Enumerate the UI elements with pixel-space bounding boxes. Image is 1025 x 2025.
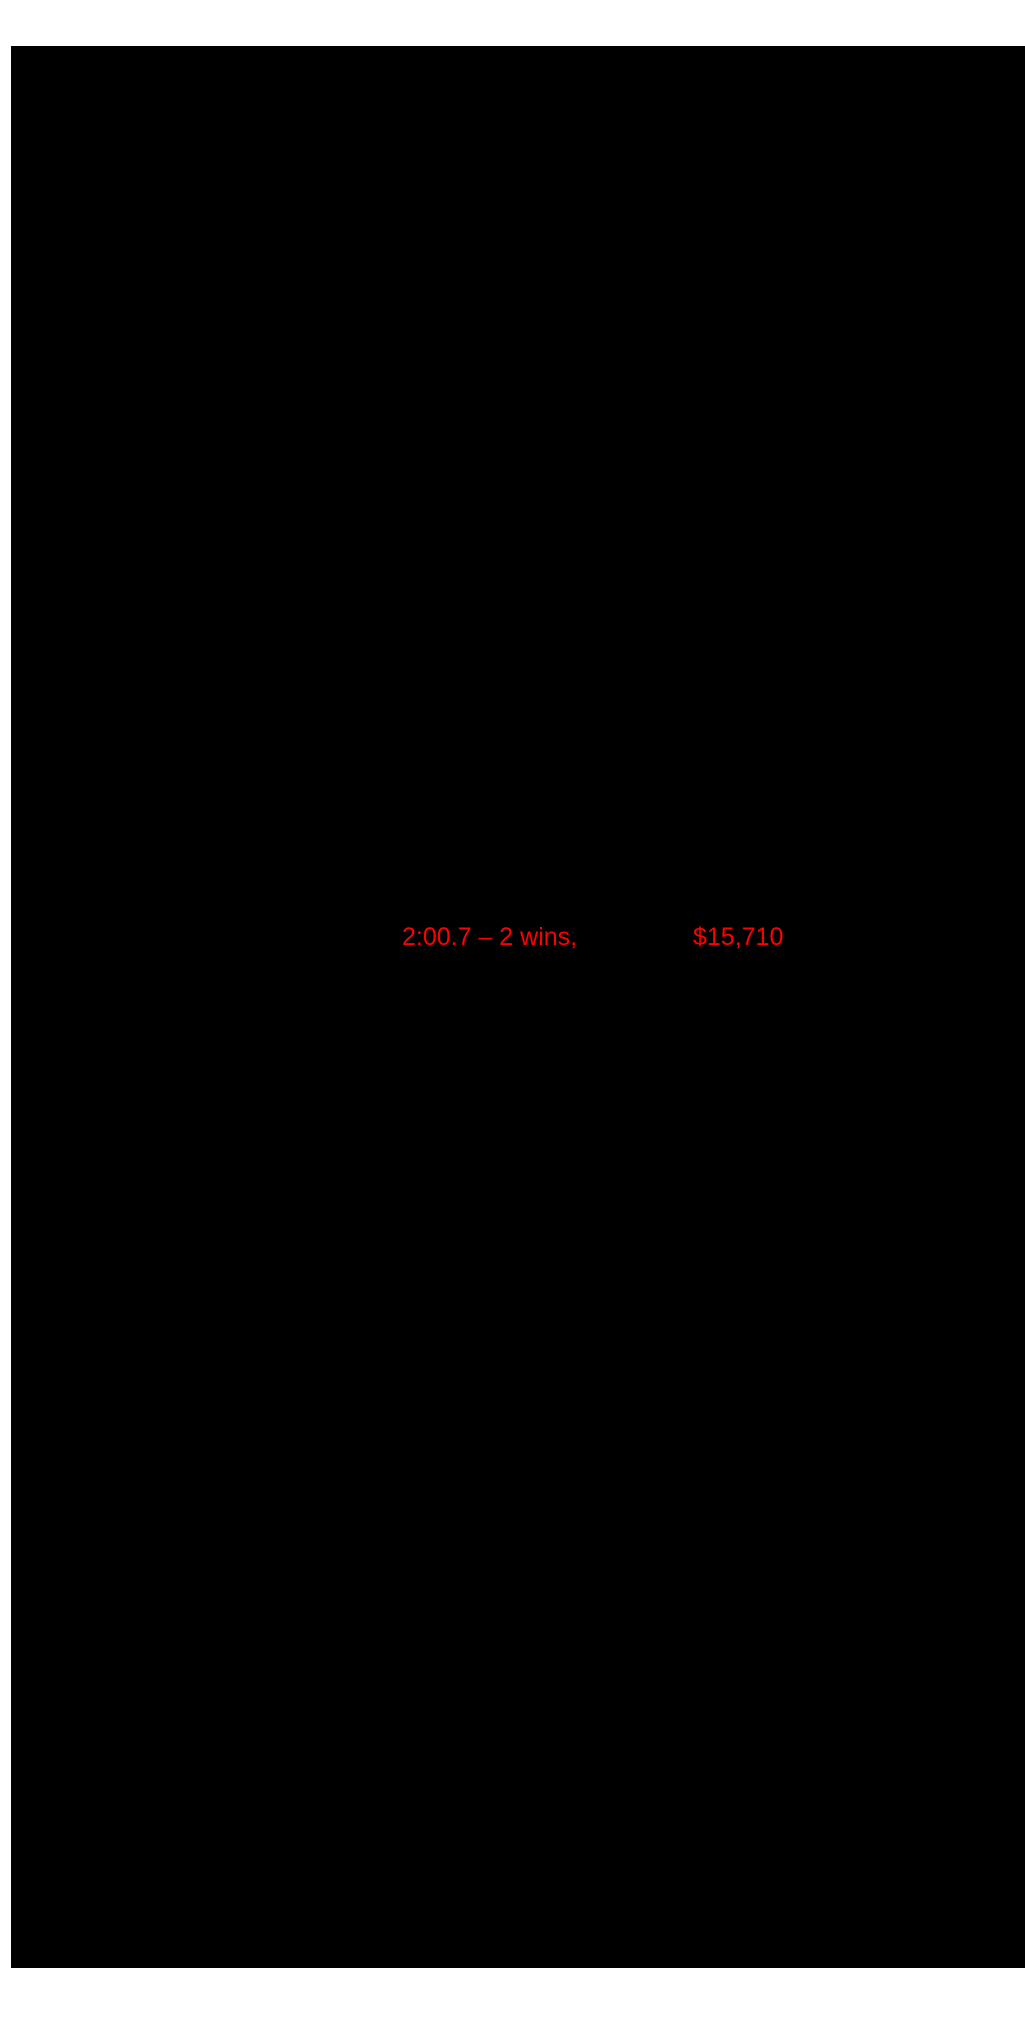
earnings-amount-text: $15,710 [693,923,784,951]
text-layer: 2:00.7 – 2 wins, $15,710 [11,46,1025,1968]
race-record-text: 2:00.7 – 2 wins, [402,923,578,951]
page-panel: 2:00.7 – 2 wins, $15,710 [11,46,1025,1968]
